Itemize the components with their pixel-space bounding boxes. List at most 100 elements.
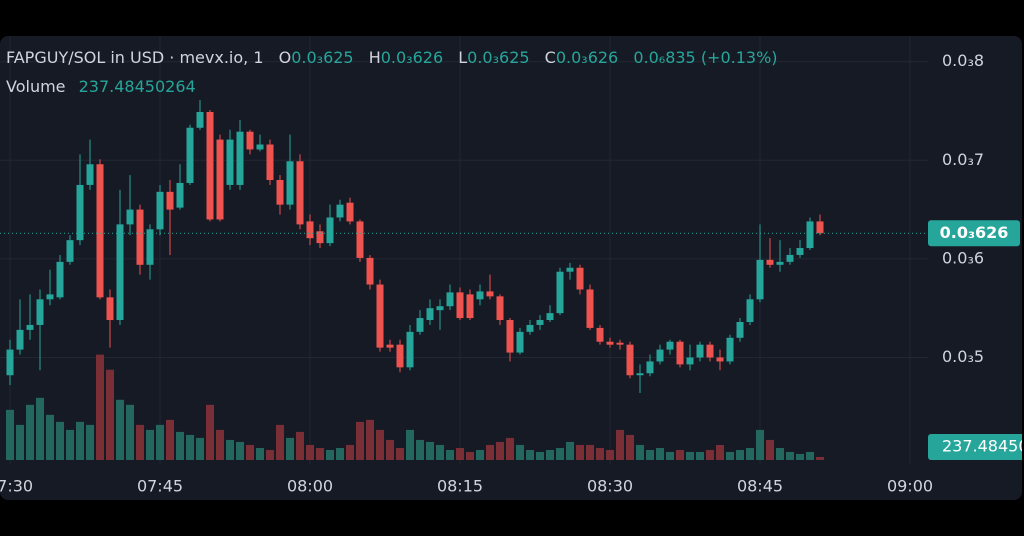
volume-bar: [606, 449, 614, 460]
volume-bar: [196, 437, 204, 460]
candle-body: [346, 202, 354, 222]
volume-bar: [166, 419, 174, 460]
volume-bar: [476, 449, 484, 460]
volume-bar: [676, 449, 684, 460]
volume-bar: [136, 424, 144, 460]
volume-bar: [316, 447, 324, 460]
candle-body: [76, 184, 84, 241]
volume-bar: [696, 451, 704, 460]
candle-body: [106, 297, 114, 321]
volume-bar: [206, 404, 214, 460]
candle-body: [776, 261, 784, 265]
volume-bar: [756, 429, 764, 460]
candle-body: [686, 357, 694, 365]
candle-body: [6, 349, 14, 376]
x-tick-label: 08:45: [737, 477, 783, 496]
volume-bar: [256, 447, 264, 460]
candle-body: [396, 344, 404, 368]
ohlc-key: H: [369, 48, 381, 67]
volume-bar: [296, 431, 304, 460]
candle-body: [466, 294, 474, 319]
candle-body: [136, 209, 144, 265]
candle-body: [606, 341, 614, 345]
candle-body: [306, 221, 314, 239]
ohlc-key: O: [279, 48, 292, 67]
volume-bar: [106, 369, 114, 460]
candle-body: [786, 254, 794, 262]
candle-body: [636, 373, 644, 376]
volume-bar: [36, 397, 44, 460]
volume-bar: [46, 414, 54, 460]
change: 0.0₆835 (+0.13%): [633, 48, 777, 67]
candle-body: [246, 131, 254, 150]
volume-bar: [546, 449, 554, 460]
volume-bar: [556, 447, 564, 460]
volume-bar: [586, 444, 594, 460]
candle-body: [766, 259, 774, 265]
x-tick-label: 07:30: [0, 477, 33, 496]
volume-bar: [646, 449, 654, 460]
candle-body: [596, 327, 604, 342]
chart-panel: [0, 36, 1022, 500]
volume-bar: [626, 434, 634, 460]
ohlc-value: 0.0₃625: [291, 48, 353, 67]
candle-body: [116, 224, 124, 321]
volume-bar: [776, 447, 784, 460]
volume-bar: [346, 444, 354, 460]
volume-bar: [86, 424, 94, 460]
candle-body: [456, 292, 464, 319]
volume-bar: [516, 444, 524, 460]
candle-body: [86, 164, 94, 185]
ohlc-key: L: [458, 48, 467, 67]
volume-label: Volume: [6, 77, 66, 96]
legend-header: FAPGUY/SOL in USD · mevx.io, 1 O0.0₃625 …: [6, 48, 778, 67]
candle-body: [476, 291, 484, 300]
volume-bar: [306, 444, 314, 460]
candle-body: [716, 357, 724, 362]
candle-body: [186, 127, 194, 183]
volume-bar: [156, 424, 164, 460]
volume-bar: [176, 431, 184, 460]
volume-bar: [456, 447, 464, 460]
volume-bar: [126, 404, 134, 460]
candle-body: [316, 231, 324, 244]
volume-bar: [56, 421, 64, 460]
x-tick-label: 08:30: [587, 477, 633, 496]
symbol: FAPGUY/SOL in USD · mevx.io, 1: [6, 48, 264, 67]
volume-bar: [686, 451, 694, 460]
volume-value: 237.48450264: [79, 77, 196, 96]
candle-body: [16, 329, 24, 350]
candle-body: [266, 144, 274, 181]
volume-bar: [376, 429, 384, 460]
candle-body: [196, 111, 204, 128]
candle-body: [516, 331, 524, 353]
volume-bar: [596, 447, 604, 460]
candle-body: [416, 318, 424, 332]
candle-body: [616, 342, 624, 345]
ohlc-value: 0.0₃625: [467, 48, 529, 67]
candle-body: [96, 164, 104, 298]
candle-body: [356, 221, 364, 258]
candle-body: [666, 341, 674, 350]
candle-body: [326, 217, 334, 244]
volume-bar: [496, 441, 504, 460]
volume-bar: [16, 424, 24, 460]
ohlc-key: C: [545, 48, 556, 67]
candle-body: [386, 344, 394, 348]
volume-bar: [506, 437, 514, 460]
x-tick-label: 08:00: [287, 477, 333, 496]
candle-body: [486, 291, 494, 297]
candle-body: [156, 191, 164, 230]
candle-body: [646, 361, 654, 374]
candle-body: [816, 221, 824, 234]
candle-body: [216, 139, 224, 220]
volume-bar: [466, 451, 474, 460]
candle-body: [506, 320, 514, 353]
x-tick-label: 08:15: [437, 477, 483, 496]
y-tick-label: 0.0₃8: [942, 51, 984, 70]
volume-bar: [366, 419, 374, 460]
volume-bar: [226, 439, 234, 460]
y-tick-label: 0.0₃7: [942, 150, 984, 169]
candle-body: [706, 344, 714, 358]
